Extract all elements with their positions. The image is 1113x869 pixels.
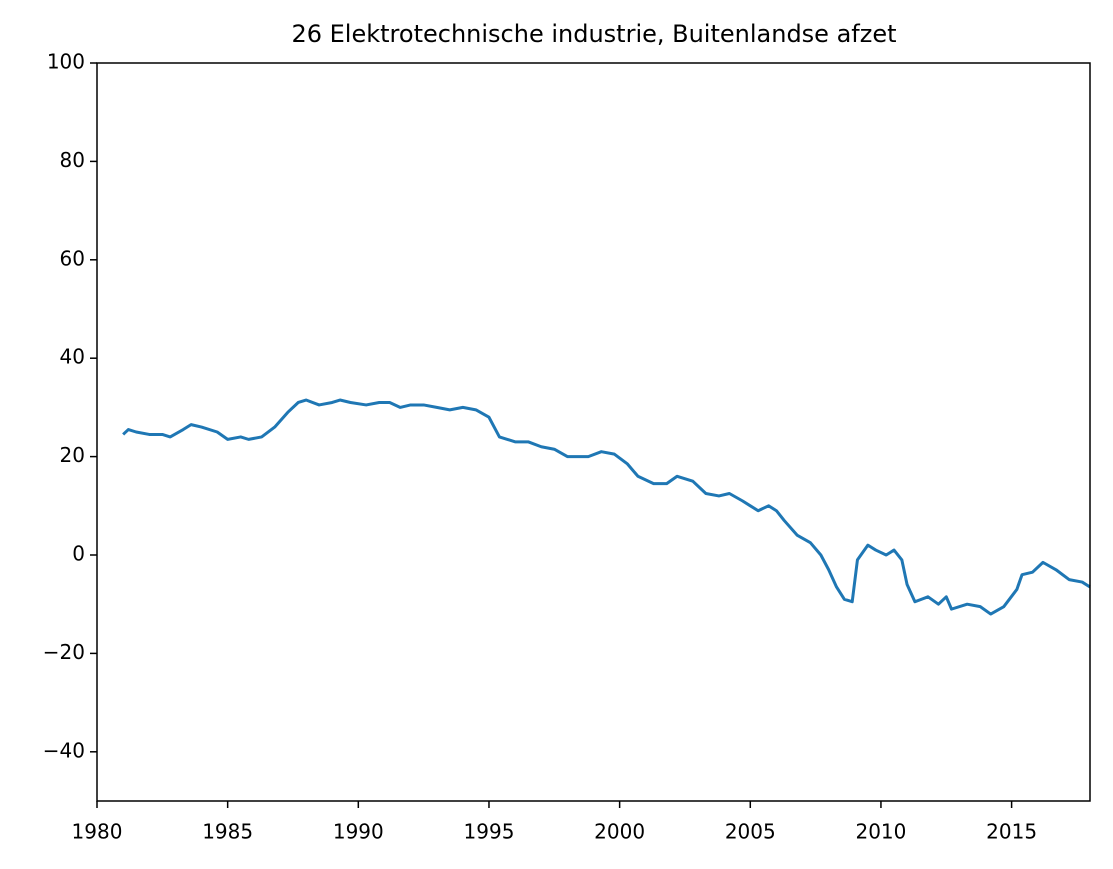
y-tick-label: 40 (60, 345, 85, 369)
y-tick-label: 0 (72, 542, 85, 566)
line-series (122, 398, 1091, 616)
x-tick-label: 1995 (464, 820, 515, 844)
x-tick-label: 2000 (594, 820, 645, 844)
x-tick-label: 2015 (986, 820, 1037, 844)
y-tick-label: 60 (60, 246, 85, 270)
chart-title: 26 Elektrotechnische industrie, Buitenla… (291, 20, 896, 48)
y-tick-label: 100 (47, 50, 85, 74)
y-tick-label: 80 (60, 148, 85, 172)
x-tick-label: 2010 (855, 820, 906, 844)
x-tick-label: 2005 (725, 820, 776, 844)
x-tick-label: 1985 (202, 820, 253, 844)
x-tick-label: 1980 (72, 820, 123, 844)
y-tick-label: −40 (43, 738, 85, 762)
y-tick-label: −20 (43, 640, 85, 664)
plot-frame (96, 62, 1091, 802)
y-tick-label: 20 (60, 443, 85, 467)
x-tick-label: 1990 (333, 820, 384, 844)
